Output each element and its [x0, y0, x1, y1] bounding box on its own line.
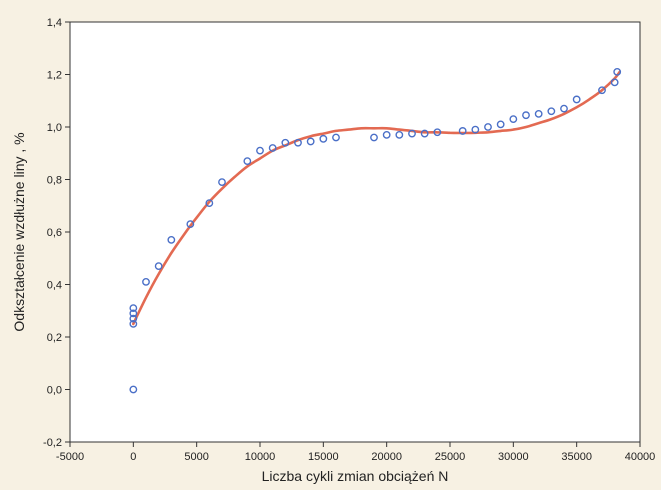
data-point: [306, 137, 315, 146]
x-tick-label: 5000: [184, 451, 208, 463]
data-point: [142, 277, 150, 286]
x-tick-label: 40000: [625, 451, 656, 463]
data-point: [572, 95, 581, 104]
data-point: [598, 86, 606, 95]
fit-curve-layer: [132, 70, 621, 326]
x-tick-label: 30000: [498, 451, 529, 463]
data-point: [218, 178, 226, 187]
y-tick-label: -0,2: [43, 437, 62, 449]
y-tick-label: 1,4: [47, 17, 62, 29]
fit-curve-line: [132, 70, 621, 326]
y-axis-title: Odkształcenie wzdłużne liny , %: [11, 132, 27, 331]
data-point: [610, 78, 619, 87]
data-point: [471, 125, 480, 134]
data-point: [129, 314, 138, 323]
x-axis-title: Liczba cykli zmian obciążeń N: [262, 468, 449, 484]
data-point: [408, 129, 416, 138]
data-point: [496, 120, 505, 129]
y-tick-label: 0,6: [47, 227, 62, 239]
data-point: [522, 111, 530, 120]
data-point: [319, 134, 328, 143]
x-tick-label: 20000: [371, 451, 402, 463]
x-tick-label: 10000: [245, 451, 276, 463]
y-tick-label: 0,0: [47, 385, 62, 397]
data-point: [129, 319, 138, 328]
data-point: [268, 144, 277, 152]
data-point: [256, 146, 264, 155]
data-point: [560, 104, 568, 113]
data-point: [420, 129, 429, 138]
data-point: [534, 109, 543, 118]
data-point: [370, 133, 378, 142]
y-tick-label: 0,8: [47, 175, 62, 187]
data-point: [484, 123, 492, 131]
y-tick-label: 1,0: [47, 122, 62, 134]
y-tick-label: 0,4: [47, 280, 62, 292]
data-point: [509, 115, 518, 124]
data-point: [154, 262, 163, 271]
x-tick-label: -5000: [56, 451, 84, 463]
x-tick-label: 0: [130, 451, 136, 463]
data-point: [395, 130, 404, 139]
y-tick-label: 0,2: [47, 332, 62, 344]
x-tick-label: 15000: [308, 451, 339, 463]
y-tick-label: 1,2: [47, 70, 62, 82]
data-point: [129, 304, 138, 313]
points-layer: [129, 67, 622, 394]
data-point: [547, 107, 556, 116]
x-tick-label: 35000: [561, 451, 592, 463]
data-point: [129, 385, 138, 394]
data-point: [243, 157, 252, 166]
data-point: [382, 130, 391, 139]
data-point: [433, 128, 442, 137]
ticks-layer: -5000 0 5000 10000 15000 20000 25000 30000 35000…: [43, 17, 655, 463]
plot-area: [69, 21, 641, 443]
data-point: [167, 235, 176, 244]
x-tick-label: 25000: [435, 451, 466, 463]
data-point: [332, 133, 340, 142]
data-point: [613, 67, 622, 76]
data-point: [186, 220, 195, 229]
data-point: [205, 199, 214, 208]
data-point: [281, 138, 290, 147]
data-point: [294, 138, 302, 147]
data-point: [458, 127, 467, 135]
data-point: [129, 309, 138, 318]
